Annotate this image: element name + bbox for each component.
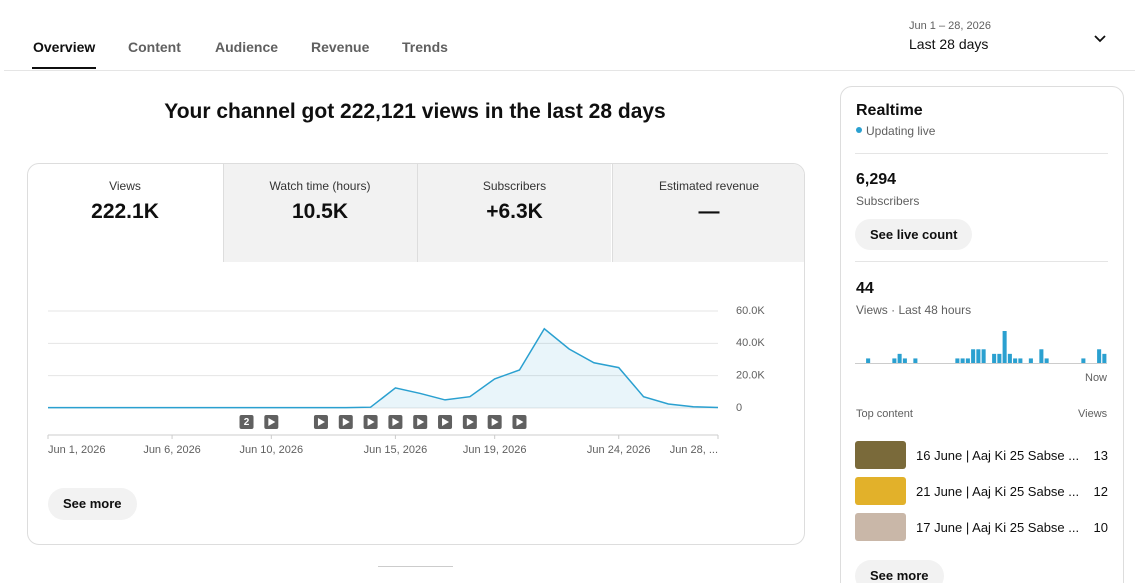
live-count-button[interactable]: See live count: [855, 219, 973, 250]
see-more-button[interactable]: See more: [48, 488, 137, 520]
realtime-card: [840, 86, 1124, 583]
date-range-dates: Jun 1 – 28, 2026: [909, 20, 991, 32]
video-views: 10: [1093, 520, 1108, 535]
thumbnail: [855, 513, 906, 541]
live-dot: [856, 127, 862, 133]
metric-tab[interactable]: Estimated revenue —: [611, 164, 804, 262]
tab[interactable]: Trends: [402, 39, 448, 55]
metric-label: Watch time (hours): [269, 179, 371, 193]
video-title[interactable]: 16 June | Aaj Ki 25 Sabse ...: [916, 448, 1080, 463]
realtime-views-label: Views · Last 48 hours: [856, 303, 972, 317]
date-range-label[interactable]: Last 28 days: [909, 36, 989, 52]
see-more-button[interactable]: See more: [855, 560, 944, 583]
tab[interactable]: Audience: [215, 39, 279, 55]
tab[interactable]: Revenue: [311, 39, 370, 55]
tab[interactable]: Overview: [33, 39, 96, 55]
video-title[interactable]: 21 June | Aaj Ki 25 Sabse ...: [916, 484, 1080, 499]
scroll-indicator: [378, 566, 453, 567]
views-header: Views: [1078, 408, 1108, 420]
divider: [855, 261, 1108, 262]
realtime-views: 44: [856, 280, 874, 297]
metric-label: Estimated revenue: [658, 179, 760, 193]
divider: [855, 153, 1108, 154]
video-views: 13: [1093, 448, 1108, 463]
top-content-title: Top content: [856, 408, 913, 420]
metric-value: 10.5K: [291, 200, 349, 223]
headline: Your channel got 222,121 views in the la…: [164, 100, 666, 123]
metric-value: +6.3K: [486, 200, 543, 223]
video-views: 12: [1093, 484, 1108, 499]
thumbnail: [855, 441, 906, 469]
divider: [4, 70, 1135, 71]
dropdown-chevron[interactable]: [1092, 31, 1108, 47]
now-label: Now: [1085, 372, 1108, 384]
metric-value: —: [698, 200, 720, 223]
metric-value: 222.1K: [91, 200, 159, 223]
subscriber-count: 6,294: [856, 171, 897, 188]
video-title[interactable]: 17 June | Aaj Ki 25 Sabse ...: [916, 520, 1080, 535]
thumbnail: [855, 477, 906, 505]
metric-tab[interactable]: Views 222.1K: [28, 164, 222, 262]
metric-tab[interactable]: Subscribers +6.3K: [417, 164, 611, 262]
metric-label: Views: [109, 179, 141, 193]
realtime-title: Realtime: [856, 102, 923, 119]
metric-label: Subscribers: [482, 179, 547, 193]
overview-card: Views 222.1K Watch time (hours) 10.5K Subscr…: [27, 163, 805, 545]
realtime-status: Updating live: [866, 124, 936, 138]
active-tab-underline: [32, 67, 96, 69]
tab[interactable]: Content: [128, 39, 181, 55]
metric-tab[interactable]: Watch time (hours) 10.5K: [222, 164, 417, 262]
subscriber-label: Subscribers: [856, 194, 920, 208]
